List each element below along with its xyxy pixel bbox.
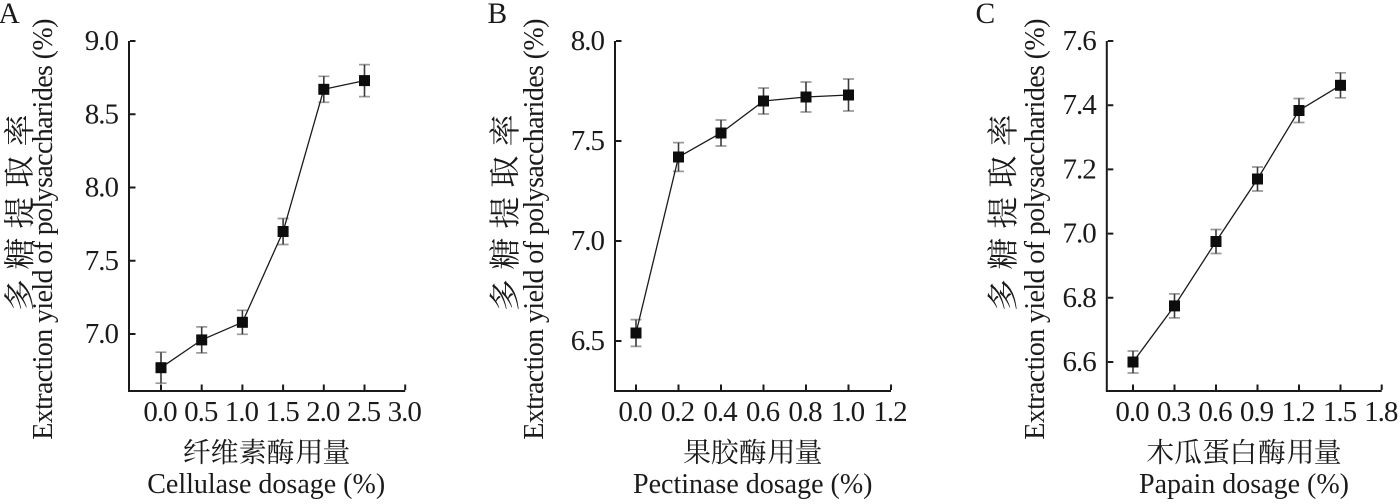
svg-text:B: B: [488, 0, 508, 30]
svg-text:7.0: 7.0: [571, 225, 605, 257]
svg-text:0.6: 0.6: [746, 396, 780, 428]
svg-text:1.0: 1.0: [225, 396, 259, 428]
svg-text:6.6: 6.6: [1063, 346, 1097, 378]
svg-text:1.5: 1.5: [265, 396, 299, 428]
svg-text:Papain dosage (%): Papain dosage (%): [1139, 469, 1349, 500]
svg-text:0.0: 0.0: [618, 396, 652, 428]
svg-text:1.8: 1.8: [1364, 396, 1398, 428]
svg-text:8.5: 8.5: [85, 98, 119, 130]
svg-text:7.5: 7.5: [85, 245, 119, 277]
svg-text:Extraction yield of polysaccha: Extraction yield of polysaccharides (%): [1020, 19, 1051, 440]
svg-text:Cellulase dosage (%): Cellulase dosage (%): [147, 469, 385, 500]
svg-text:1.2: 1.2: [1281, 396, 1314, 428]
svg-text:2.0: 2.0: [306, 396, 340, 428]
svg-text:0.5: 0.5: [184, 396, 218, 428]
svg-text:0.4: 0.4: [703, 396, 738, 428]
svg-text:0.0: 0.0: [143, 396, 177, 428]
svg-text:0.9: 0.9: [1240, 396, 1274, 428]
svg-text:7.6: 7.6: [1063, 25, 1097, 57]
svg-text:1.2: 1.2: [873, 396, 906, 428]
svg-text:9.0: 9.0: [85, 25, 119, 57]
svg-text:Extraction yield of polysaccha: Extraction yield of polysaccharides (%): [28, 19, 59, 440]
svg-text:A: A: [0, 0, 21, 30]
svg-text:7.0: 7.0: [1063, 218, 1097, 250]
svg-text:0.6: 0.6: [1198, 396, 1232, 428]
svg-text:2.5: 2.5: [347, 396, 381, 428]
svg-text:0.8: 0.8: [788, 396, 822, 428]
svg-text:3.0: 3.0: [388, 396, 422, 428]
svg-text:Extraction yield of polysaccha: Extraction yield of polysaccharides (%): [519, 19, 550, 440]
svg-text:7.4: 7.4: [1063, 89, 1098, 121]
svg-text:8.0: 8.0: [85, 172, 119, 204]
svg-text:6.5: 6.5: [571, 325, 605, 357]
svg-text:8.0: 8.0: [571, 25, 605, 57]
svg-text:7.0: 7.0: [85, 318, 119, 350]
svg-text:C: C: [976, 0, 996, 30]
svg-text:7.5: 7.5: [571, 125, 605, 157]
svg-text:0.2: 0.2: [661, 396, 694, 428]
svg-text:7.2: 7.2: [1063, 153, 1096, 185]
svg-text:0.0: 0.0: [1115, 396, 1149, 428]
svg-text:1.5: 1.5: [1323, 396, 1357, 428]
svg-text:6.8: 6.8: [1063, 282, 1097, 314]
svg-text:1.0: 1.0: [831, 396, 865, 428]
svg-text:Pectinase dosage (%): Pectinase dosage (%): [633, 469, 872, 500]
svg-text:0.3: 0.3: [1157, 396, 1191, 428]
